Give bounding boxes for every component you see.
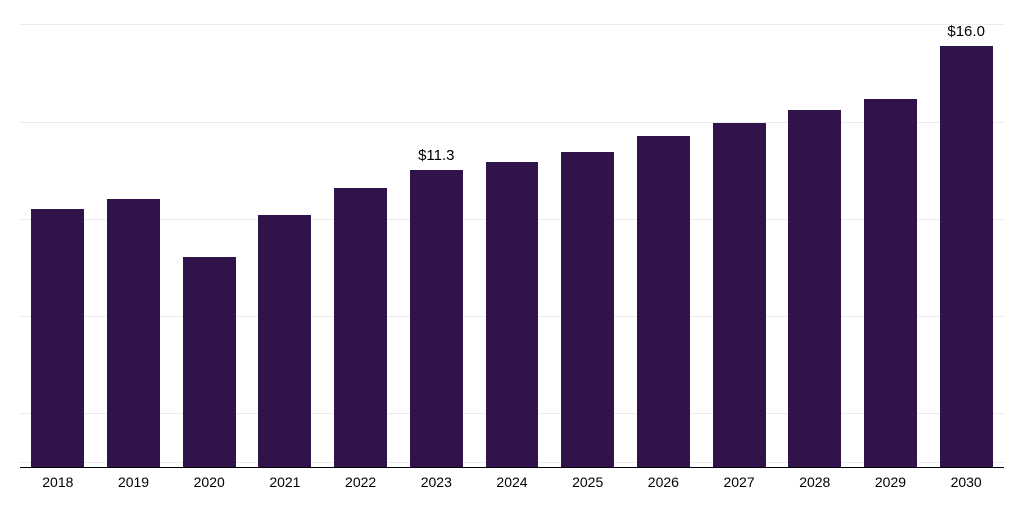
x-axis-tick: 2028 — [777, 474, 853, 490]
bar — [864, 99, 917, 467]
x-axis-tick: 2019 — [96, 474, 172, 490]
x-axis-tick: 2026 — [626, 474, 702, 490]
x-axis-tick: 2029 — [853, 474, 929, 490]
x-axis-tick: 2023 — [398, 474, 474, 490]
bar — [486, 162, 539, 467]
x-axis-tick: 2021 — [247, 474, 323, 490]
bar — [258, 215, 311, 467]
bar — [561, 152, 614, 467]
bar — [940, 46, 993, 467]
x-axis: 2018201920202021202220232024202520262027… — [20, 474, 1004, 504]
x-axis-tick: 2022 — [323, 474, 399, 490]
x-axis-tick: 2024 — [474, 474, 550, 490]
x-axis-tick: 2030 — [928, 474, 1004, 490]
bar — [713, 123, 766, 467]
gridline — [20, 122, 1004, 123]
bar — [183, 257, 236, 467]
x-axis-tick: 2020 — [171, 474, 247, 490]
x-axis-tick: 2027 — [701, 474, 777, 490]
bar — [410, 170, 463, 467]
bar-value-label: $11.3 — [400, 147, 473, 164]
bar — [107, 199, 160, 467]
x-axis-tick: 2018 — [20, 474, 96, 490]
bar — [788, 110, 841, 467]
bar-chart: $11.3$16.0 20182019202020212022202320242… — [0, 0, 1024, 512]
bar — [31, 209, 84, 467]
bar-value-label: $16.0 — [930, 23, 1003, 40]
bar — [334, 188, 387, 467]
plot-area: $11.3 $16.0 — [20, 8, 1004, 468]
x-axis-tick: 2025 — [550, 474, 626, 490]
bar — [637, 136, 690, 467]
gridline — [20, 24, 1004, 25]
